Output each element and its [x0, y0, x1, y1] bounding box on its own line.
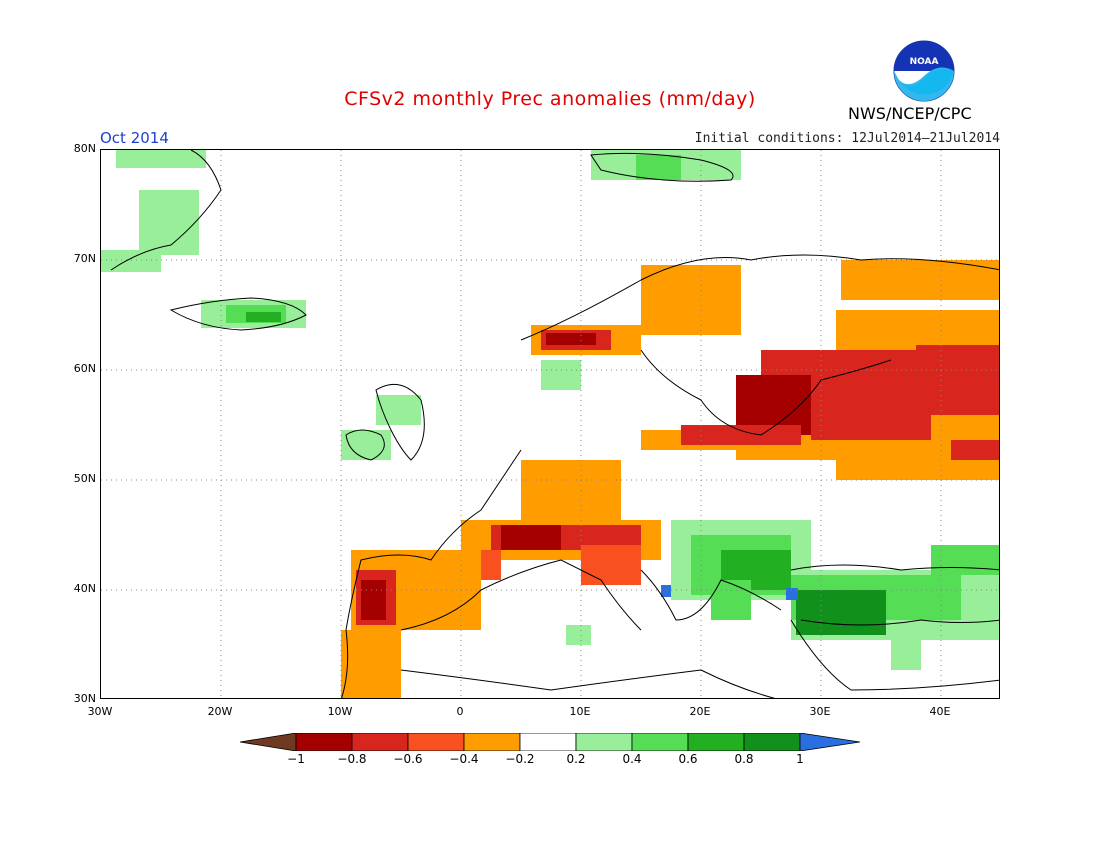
lon-label: 30W	[87, 705, 113, 718]
colorbar-label: 0.8	[734, 752, 754, 766]
lat-label: 30N	[73, 692, 96, 705]
colorbar	[240, 733, 860, 751]
noaa-logo: NOAA	[893, 40, 955, 102]
lon-label: 20E	[689, 705, 711, 718]
lat-label: 50N	[73, 472, 96, 485]
colorbar-bin	[351, 733, 409, 751]
colorbar-bin	[687, 733, 745, 751]
lon-label: 30E	[809, 705, 831, 718]
lon-label: 10W	[327, 705, 353, 718]
colorbar-label: 0.6	[678, 752, 698, 766]
forecast-period: Oct 2014	[100, 129, 169, 147]
chart-title: CFSv2 monthly Prec anomalies (mm/day)	[344, 88, 756, 110]
colorbar-label: 1	[796, 752, 804, 766]
coastlines	[110, 150, 999, 698]
colorbar-bin	[463, 733, 521, 751]
colorbar-label: −1	[287, 752, 305, 766]
colorbar-arrow-high	[799, 733, 860, 751]
colorbar-bin	[519, 733, 577, 751]
colorbar-bin	[631, 733, 689, 751]
colorbar-label: −0.6	[393, 752, 423, 766]
colorbar-label: −0.8	[337, 752, 367, 766]
initial-conditions: Initial conditions: 12Jul2014–21Jul2014	[694, 131, 1000, 146]
anomaly-map	[100, 149, 1000, 699]
colorbar-label: 0.2	[566, 752, 586, 766]
logo-text: NOAA	[910, 57, 939, 67]
colorbar-label: −0.2	[505, 752, 535, 766]
lon-label: 40E	[929, 705, 951, 718]
colorbar-bin	[575, 733, 633, 751]
lat-label: 70N	[73, 252, 96, 265]
organization-label: NWS/NCEP/CPC	[848, 104, 972, 123]
lon-label: 0	[456, 705, 464, 718]
colorbar-arrow-low	[240, 733, 297, 751]
colorbar-label: −0.4	[449, 752, 479, 766]
lat-label: 40N	[73, 582, 96, 595]
lat-label: 60N	[73, 362, 96, 375]
colorbar-bin	[743, 733, 801, 751]
graticule	[101, 150, 999, 698]
lon-label: 20W	[207, 705, 233, 718]
anomaly-cells	[101, 150, 999, 698]
colorbar-bin	[295, 733, 353, 751]
lat-label: 80N	[73, 142, 96, 155]
colorbar-bin	[407, 733, 465, 751]
colorbar-label: 0.4	[622, 752, 642, 766]
lon-label: 10E	[569, 705, 591, 718]
map-canvas	[101, 150, 999, 698]
